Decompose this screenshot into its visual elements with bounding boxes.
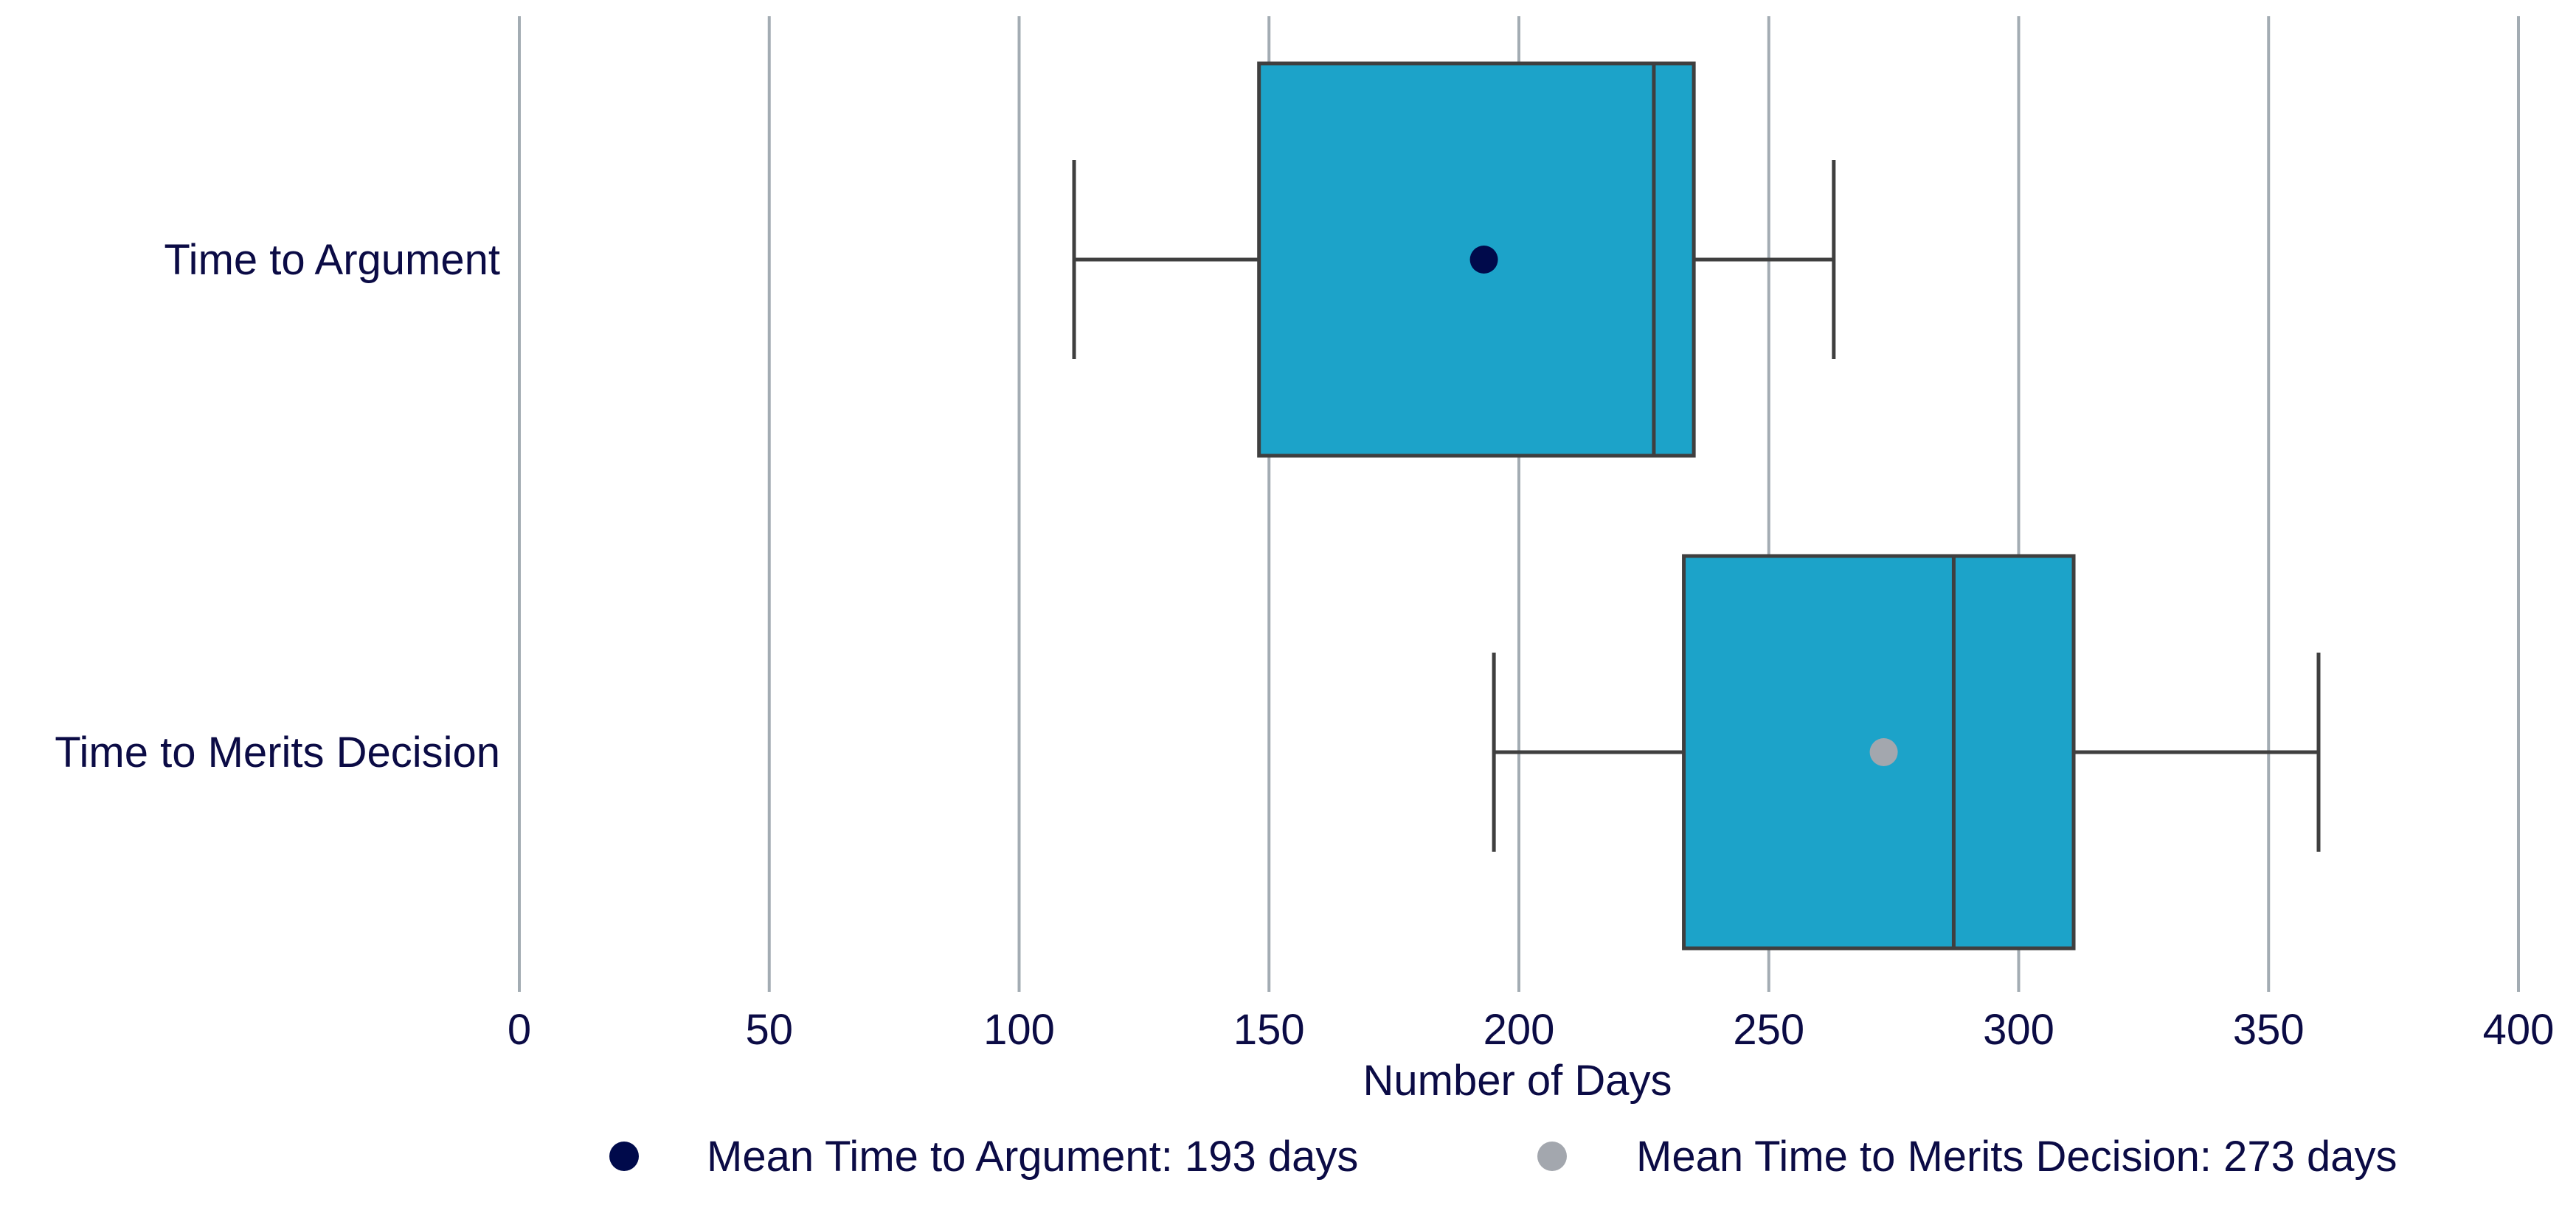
x-tick-labels: 0 50 100 150 200 250 300 350 400 [508,1006,2555,1054]
category-label: Time to Merits Decision [55,729,500,776]
legend-marker [609,1142,639,1171]
x-tick-label: 200 [1483,1006,1555,1054]
x-tick-label: 150 [1233,1006,1305,1054]
legend-label: Mean Time to Argument: 193 days [707,1133,1358,1181]
legend-marker [1537,1142,1567,1171]
legend-item: Mean Time to Argument: 193 days [609,1133,1358,1181]
mean-marker [1469,246,1498,274]
box-group [1072,61,1836,458]
x-tick-label: 400 [2483,1006,2555,1054]
box-group [1492,554,2321,951]
legend-label: Mean Time to Merits Decision: 273 days [1636,1133,2397,1181]
mean-marker [1869,738,1898,766]
x-tick-label: 300 [1983,1006,2054,1054]
x-tick-label: 100 [983,1006,1055,1054]
category-labels: Time to Argument Time to Merits Decision [55,236,500,776]
legend: Mean Time to Argument: 193 days Mean Time… [609,1133,2397,1181]
x-tick-label: 350 [2233,1006,2305,1054]
legend-item: Mean Time to Merits Decision: 273 days [1537,1133,2397,1181]
x-axis-label: Number of Days [1363,1057,1672,1105]
box-plots [1072,61,2321,951]
x-tick-label: 0 [508,1006,531,1054]
category-label: Time to Argument [164,236,500,284]
x-tick-label: 50 [745,1006,793,1054]
x-tick-label: 250 [1733,1006,1804,1054]
